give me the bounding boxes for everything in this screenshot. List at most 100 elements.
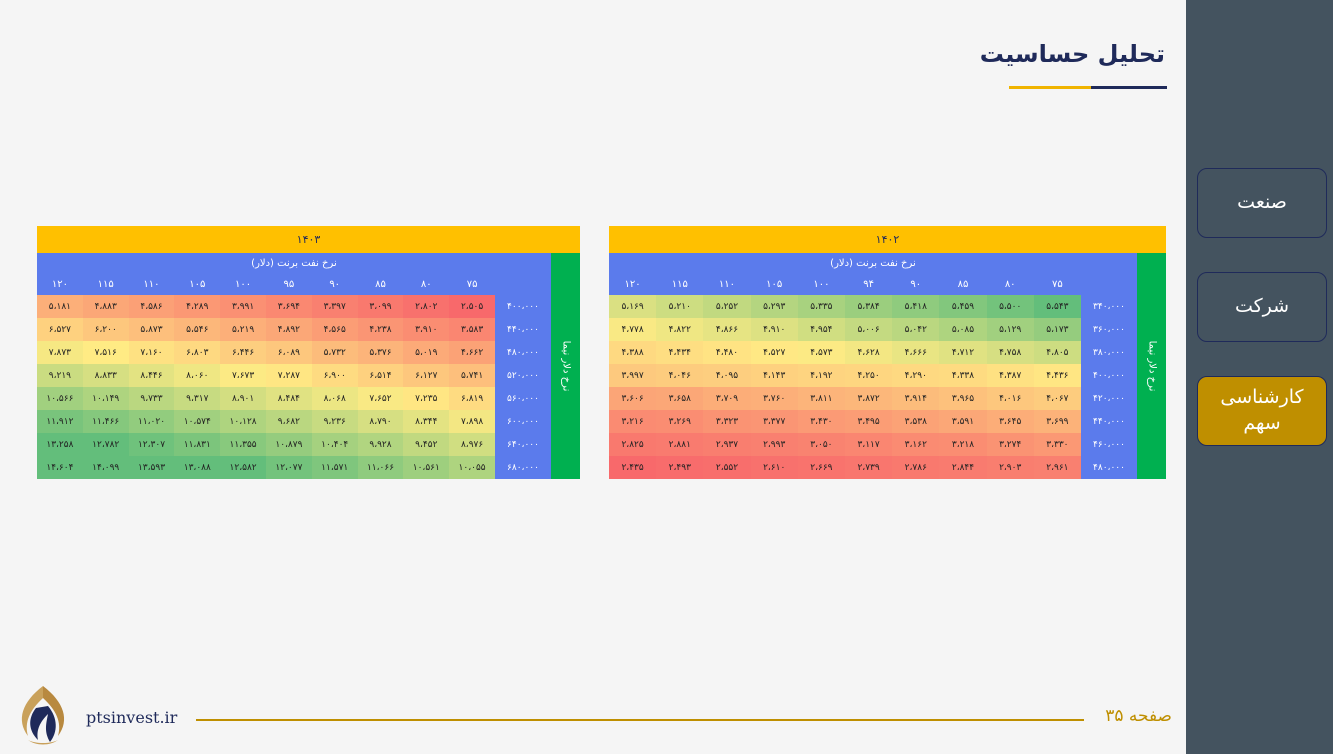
row-header: ۴۸۰،۰۰۰	[495, 341, 551, 364]
footer-divider	[196, 719, 1084, 721]
table-cell: ۴،۷۷۸	[609, 318, 657, 341]
header-corner	[495, 273, 551, 295]
table-cell: ۸،۴۴۶	[128, 364, 175, 387]
table-cell: ۳،۰۵۰	[797, 433, 845, 456]
table-cell: ۴،۵۲۷	[750, 341, 798, 364]
table-cell: ۵،۲۹۳	[750, 295, 798, 318]
table-cell: ۶،۴۴۶	[220, 341, 266, 364]
row-header: ۵۲۰،۰۰۰	[495, 364, 551, 387]
table-cell: ۲،۸۸۱	[656, 433, 704, 456]
table-cell: ۱۳،۵۹۳	[128, 456, 175, 479]
table-cell: ۵،۲۱۹	[220, 318, 266, 341]
table-cell: ۹،۶۸۲	[266, 410, 312, 433]
table-cell: ۵،۴۵۹	[939, 295, 987, 318]
table-cell: ۸،۸۳۳	[82, 364, 129, 387]
table-cell: ۸،۳۴۴	[403, 410, 450, 433]
table-cell: ۴،۹۱۰	[750, 318, 798, 341]
table-cell: ۵،۰۰۶	[845, 318, 893, 341]
table-cell: ۶،۵۲۷	[37, 318, 83, 341]
table-cell: ۷،۲۳۵	[403, 387, 450, 410]
table-cell: ۱۲،۵۸۲	[220, 456, 266, 479]
table-cell: ۵،۵۴۳	[1033, 295, 1081, 318]
table-cell: ۴،۳۸۷	[986, 364, 1034, 387]
table-cell: ۴،۳۸۸	[609, 341, 657, 364]
table-cell: ۱۱،۰۲۰	[128, 410, 175, 433]
column-header: ۷۵	[1033, 273, 1081, 295]
row-axis-title: نرخ دلار نیما	[551, 253, 580, 479]
sidebar-item-company[interactable]: شرکت	[1197, 272, 1327, 342]
table-cell: ۱۱،۰۶۶	[357, 456, 404, 479]
table-cell: ۵،۷۳۲	[311, 341, 358, 364]
table-cell: ۴،۲۵۰	[845, 364, 893, 387]
table-cell: ۱۴،۶۰۴	[37, 456, 83, 479]
row-header: ۵۶۰،۰۰۰	[495, 387, 551, 410]
table-cell: ۶،۹۰۰	[311, 364, 358, 387]
table-cell: ۳،۲۷۴	[986, 433, 1034, 456]
column-header: ۸۰	[403, 273, 450, 295]
table-year: ۱۴۰۳	[37, 226, 580, 253]
column-header: ۱۱۰	[703, 273, 751, 295]
table-cell: ۴،۶۶۶	[892, 341, 940, 364]
sidebar-item-stock-valuation[interactable]: کارشناسی سهم	[1197, 376, 1327, 446]
table-cell: ۵،۱۷۳	[1033, 318, 1081, 341]
row-header: ۳۴۰،۰۰۰	[1081, 295, 1137, 318]
title-underline-gold	[1009, 86, 1091, 89]
table-cell: ۷،۱۶۰	[128, 341, 175, 364]
table-cell: ۱۴،۰۹۹	[82, 456, 129, 479]
table-cell: ۵،۵۴۶	[174, 318, 221, 341]
column-header: ۱۰۰	[797, 273, 845, 295]
table-cell: ۳،۷۶۰	[750, 387, 798, 410]
table-cell: ۳،۹۶۵	[939, 387, 987, 410]
table-cell: ۱۱،۵۷۱	[311, 456, 358, 479]
sidebar-item-industry[interactable]: صنعت	[1197, 168, 1327, 238]
table-cell: ۴،۵۶۵	[311, 318, 358, 341]
column-header: ۹۵	[266, 273, 312, 295]
table-cell: ۲،۹۶۱	[1033, 456, 1081, 479]
table-cell: ۴،۲۸۹	[174, 295, 221, 318]
table-cell: ۵،۴۱۸	[892, 295, 940, 318]
table-cell: ۵،۱۶۹	[609, 295, 657, 318]
table-cell: ۳،۳۲۳	[703, 410, 751, 433]
website-link[interactable]: ptsinvest.ir	[86, 708, 178, 727]
table-cell: ۳،۹۹۷	[609, 364, 657, 387]
sidebar-item-label: کارشناسی سهم	[1220, 386, 1304, 434]
table-cell: ۴،۲۹۰	[892, 364, 940, 387]
column-header: ۸۰	[986, 273, 1034, 295]
column-header: ۹۰	[892, 273, 940, 295]
row-header: ۴۴۰،۰۰۰	[1081, 410, 1137, 433]
table-cell: ۴،۶۶۲	[449, 341, 495, 364]
row-header: ۶۴۰،۰۰۰	[495, 433, 551, 456]
table-cell: ۸،۴۸۴	[266, 387, 312, 410]
table-cell: ۳،۶۹۴	[266, 295, 312, 318]
table-cell: ۱۳،۲۵۸	[37, 433, 83, 456]
table-cell: ۹،۲۳۶	[311, 410, 358, 433]
table-cell: ۲،۹۰۳	[986, 456, 1034, 479]
page-number: صفحه ۳۵	[1105, 706, 1172, 726]
table-cell: ۶،۱۲۷	[403, 364, 450, 387]
table-cell: ۲،۵۵۲	[703, 456, 751, 479]
table-cell: ۳،۵۹۱	[939, 410, 987, 433]
table-cell: ۲،۶۶۹	[797, 456, 845, 479]
row-header: ۴۴۰،۰۰۰	[495, 318, 551, 341]
table-cell: ۱۱،۹۱۲	[37, 410, 83, 433]
table-cell: ۸،۰۶۸	[311, 387, 358, 410]
table-cell: ۳،۲۶۹	[656, 410, 704, 433]
row-header: ۴۰۰،۰۰۰	[495, 295, 551, 318]
table-cell: ۱۰،۴۰۴	[311, 433, 358, 456]
table-cell: ۳،۵۳۸	[892, 410, 940, 433]
table-cell: ۲،۸۰۲	[403, 295, 450, 318]
table-cell: ۱۱،۸۳۱	[174, 433, 221, 456]
table-cell: ۳،۱۱۷	[845, 433, 893, 456]
table-cell: ۵،۲۱۰	[656, 295, 704, 318]
table-cell: ۸،۷۹۰	[357, 410, 404, 433]
table-cell: ۴،۱۹۲	[797, 364, 845, 387]
table-cell: ۱۰،۱۴۹	[82, 387, 129, 410]
table-cell: ۸،۹۷۶	[449, 433, 495, 456]
table-cell: ۷،۸۷۳	[37, 341, 83, 364]
table-cell: ۴،۴۸۰	[703, 341, 751, 364]
table-cell: ۱۰،۱۲۸	[220, 410, 266, 433]
table-cell: ۲،۸۴۴	[939, 456, 987, 479]
table-cell: ۵،۳۷۶	[357, 341, 404, 364]
table-cell: ۳،۹۱۴	[892, 387, 940, 410]
table-cell: ۴،۸۶۶	[703, 318, 751, 341]
